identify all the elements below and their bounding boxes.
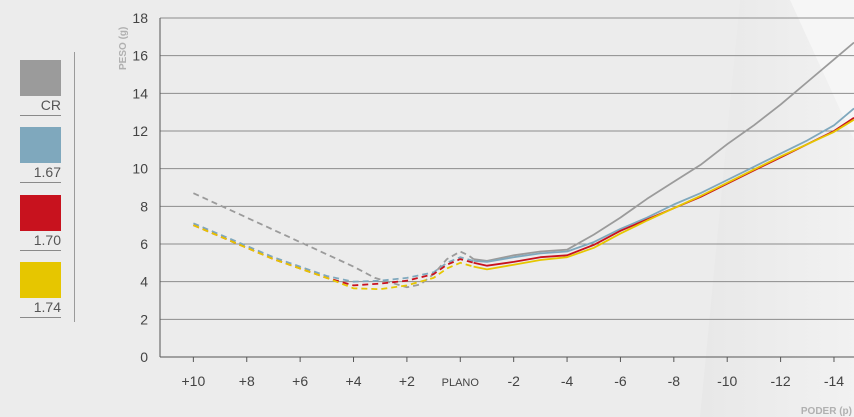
y-axis-title: PESO (g)	[118, 27, 129, 70]
y-tick-label-18: 18	[132, 10, 148, 26]
y-tick-label-0: 0	[140, 349, 148, 365]
series-174-dashed-line	[193, 224, 474, 291]
legend-swatch-167	[20, 127, 61, 163]
x-tick-label-11: -12	[770, 373, 790, 389]
legend-swatch-170	[20, 195, 61, 231]
series-cr-dashed-line	[193, 192, 475, 289]
x-tick-label-10: -10	[717, 373, 737, 389]
legend-item-174: 1.74	[20, 262, 61, 318]
x-tick-label-12: -14	[824, 373, 844, 389]
y-tick-label-4: 4	[140, 274, 148, 290]
y-tick-label-10: 10	[132, 161, 148, 177]
x-tick-label-7: -4	[561, 373, 574, 389]
x-tick-label-1: +8	[239, 373, 255, 389]
y-tick-label-12: 12	[132, 123, 148, 139]
series-170-dashed-line	[193, 224, 474, 287]
legend-label-174: 1.74	[20, 299, 61, 318]
legend-swatch-cr	[20, 60, 61, 96]
x-tick-label-6: -2	[507, 373, 520, 389]
y-tick-label-6: 6	[140, 236, 148, 252]
series-layer	[193, 41, 854, 291]
legend-swatch-174	[20, 262, 61, 298]
x-axis-title: PODER (p)	[801, 406, 852, 417]
y-tick-label-14: 14	[132, 85, 148, 101]
series-167-solid-line	[473, 107, 854, 263]
x-tick-label-2: +6	[292, 373, 308, 389]
legend-divider	[74, 52, 75, 322]
legend-label-cr: CR	[20, 97, 61, 116]
series-167-dashed-line	[193, 222, 474, 283]
grid	[160, 17, 854, 320]
x-tick-label-8: -6	[614, 373, 627, 389]
x-tick-label-3: +4	[346, 373, 362, 389]
series-174-solid-line	[473, 118, 854, 271]
y-tick-label-16: 16	[132, 48, 148, 64]
legend-item-170: 1.70	[20, 195, 61, 251]
x-tick-label-4: +2	[399, 373, 415, 389]
x-tick-label-9: -8	[668, 373, 681, 389]
legend-label-170: 1.70	[20, 232, 61, 251]
x-tick-label-0: +10	[181, 373, 205, 389]
legend-item-cr: CR	[20, 60, 61, 116]
axes: 0 2 4 6 8 10 12 14 16 18 +10 +8 +6 +4 +2 PLANO -2 -4 -6 -8 -…	[132, 10, 854, 389]
x-tick-label-5: PLANO	[442, 377, 480, 389]
y-tick-label-8: 8	[140, 198, 148, 214]
legend-item-167: 1.67	[20, 127, 61, 183]
series-cr-solid-line	[473, 41, 854, 262]
legend-label-167: 1.67	[20, 164, 61, 183]
y-tick-label-2: 2	[140, 311, 148, 327]
